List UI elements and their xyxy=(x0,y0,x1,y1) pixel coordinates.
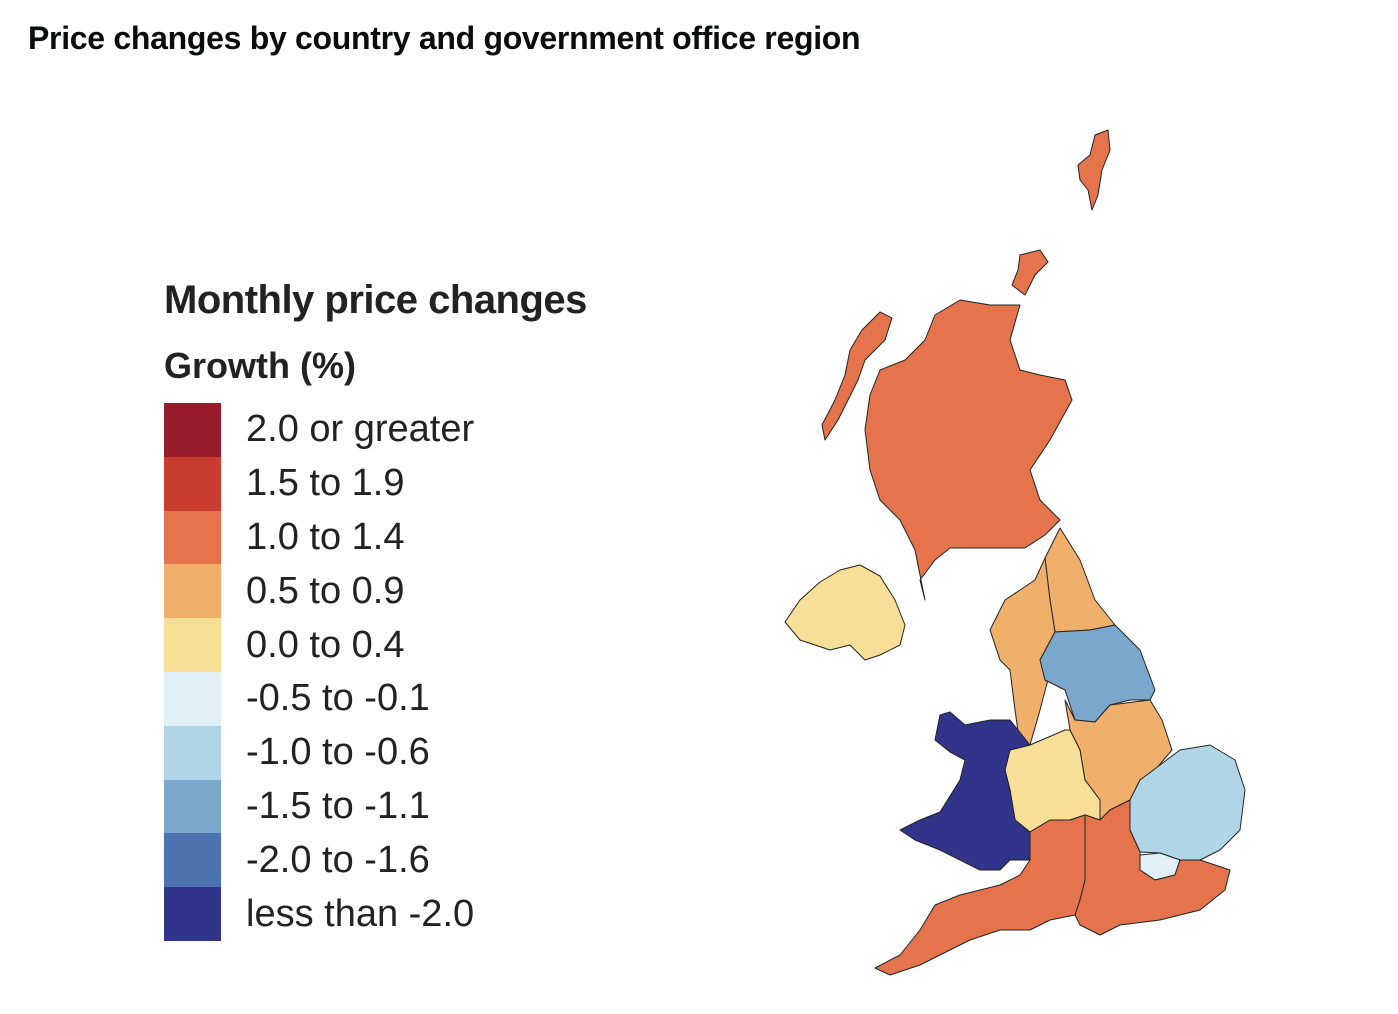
legend-subtitle: Growth (%) xyxy=(164,345,356,386)
legend-item: 0.0 to 0.4 xyxy=(164,618,587,672)
legend-item: -0.5 to -0.1 xyxy=(164,671,587,726)
region-south-east xyxy=(1074,799,1231,936)
region-northern-ireland xyxy=(784,564,906,661)
legend-item: -2.0 to -1.6 xyxy=(164,833,587,888)
legend-item: -1.5 to -1.1 xyxy=(164,779,587,834)
legend-item: 2.0 or greater xyxy=(164,403,587,457)
legend-item: 1.5 to 1.9 xyxy=(164,456,587,511)
legend-title: Monthly price changes xyxy=(164,278,587,322)
legend-swatch xyxy=(164,564,221,619)
map-legend: Monthly price changes Growth (%) 2.0 or … xyxy=(164,278,587,941)
page-title: Price changes by country and government … xyxy=(28,20,861,56)
legend-swatch xyxy=(164,510,221,565)
legend-label: -2.0 to -1.6 xyxy=(246,838,430,881)
region-north-east xyxy=(1044,527,1116,633)
legend-label: 2.0 or greater xyxy=(246,408,475,451)
region-east-of-england xyxy=(1129,744,1246,861)
legend-item: less than -2.0 xyxy=(164,887,587,941)
region-yorkshire xyxy=(1039,624,1156,723)
region-scotland-shetland xyxy=(1077,129,1111,211)
legend-label: -1.5 to -1.1 xyxy=(246,784,430,827)
region-scotland xyxy=(864,299,1073,601)
legend-swatch xyxy=(164,618,221,672)
legend-swatch xyxy=(164,887,221,941)
legend-label: -0.5 to -0.1 xyxy=(246,677,430,720)
legend-item: 0.5 to 0.9 xyxy=(164,564,587,619)
legend-item: 1.0 to 1.4 xyxy=(164,510,587,565)
legend-items: 2.0 or greater 1.5 to 1.9 1.0 to 1.4 0.5 to… xyxy=(164,403,587,941)
legend-label: 0.5 to 0.9 xyxy=(246,569,405,612)
legend-swatch xyxy=(164,833,221,888)
legend-swatch xyxy=(164,403,221,457)
legend-swatch xyxy=(164,671,221,726)
legend-label: 0.0 to 0.4 xyxy=(246,623,405,666)
region-wales xyxy=(899,711,1031,871)
legend-label: 1.5 to 1.9 xyxy=(246,462,405,505)
legend-swatch xyxy=(164,456,221,511)
legend-swatch xyxy=(164,725,221,780)
region-scotland-orkney xyxy=(1011,249,1049,296)
legend-item: -1.0 to -0.6 xyxy=(164,725,587,780)
region-scotland-hebrides xyxy=(821,311,893,441)
legend-label: 1.0 to 1.4 xyxy=(246,515,405,558)
legend-swatch xyxy=(164,779,221,834)
legend-label: less than -2.0 xyxy=(246,892,475,935)
legend-label: -1.0 to -0.6 xyxy=(246,731,430,774)
